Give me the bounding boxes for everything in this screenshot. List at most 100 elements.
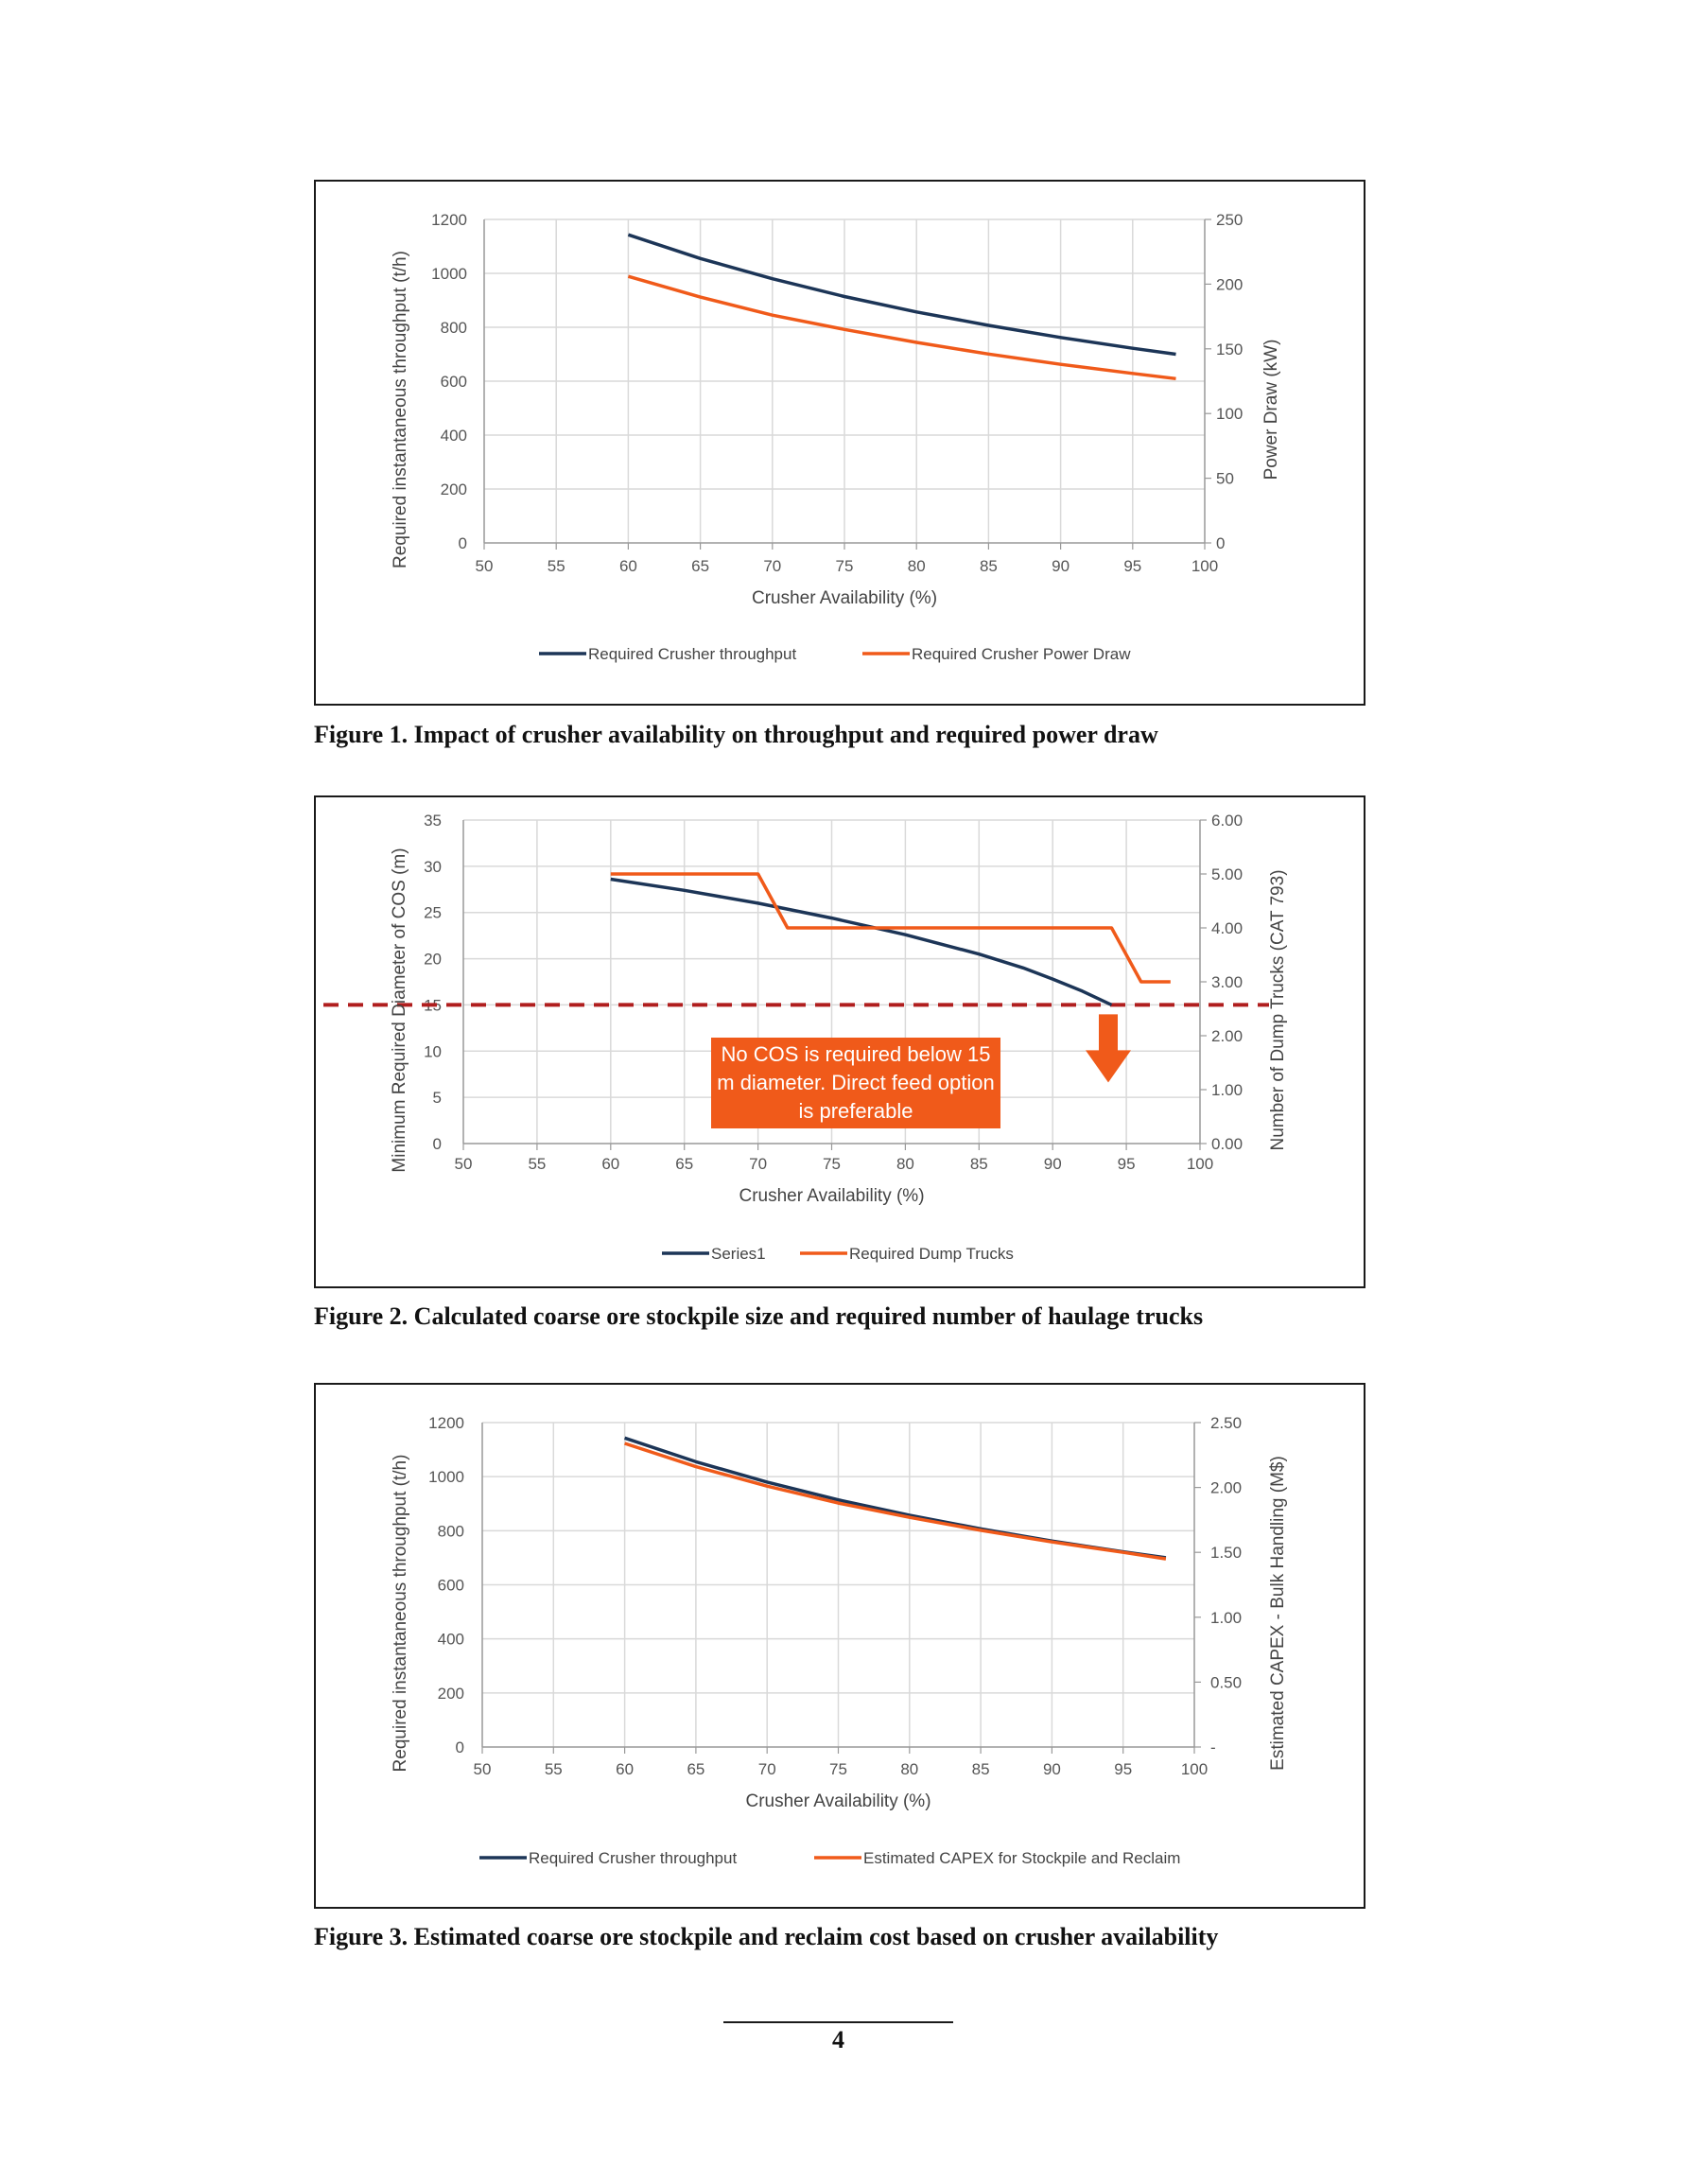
x-tick-label: 50	[474, 1760, 492, 1778]
x-tick-label: 100	[1191, 557, 1218, 575]
x-tick-label: 95	[1118, 1155, 1136, 1173]
y-tick-label: 800	[441, 319, 467, 337]
x-tick-label: 90	[1044, 1155, 1062, 1173]
y2-tick-label: -	[1210, 1738, 1216, 1756]
x-tick-label: 75	[823, 1155, 841, 1173]
figure-1-caption: Figure 1. Impact of crusher availability…	[314, 721, 1158, 748]
x-tick-label: 65	[675, 1155, 693, 1173]
y-axis-title: Required instantaneous throughput (t/h)	[391, 251, 410, 568]
y2-axis-title: Power Draw (kW)	[1261, 340, 1281, 480]
y-tick-label: 400	[441, 427, 467, 445]
x-tick-label: 100	[1187, 1155, 1213, 1173]
x-tick-label: 90	[1043, 1760, 1061, 1778]
y2-axis-title: Number of Dump Trucks (CAT 793)	[1268, 869, 1288, 1150]
x-tick-label: 85	[970, 1155, 988, 1173]
legend-label-2: Estimated CAPEX for Stockpile and Reclai…	[863, 1849, 1180, 1867]
chart-2-frame: 051015202530350.001.002.003.004.005.006.…	[314, 795, 1365, 1288]
series-line-1	[610, 877, 1113, 1006]
annotation-box: No COS is required below 15 m diameter. …	[711, 1038, 1000, 1128]
x-axis-title: Crusher Availability (%)	[745, 1791, 930, 1811]
y2-tick-label: 150	[1216, 341, 1243, 358]
x-tick-label: 75	[836, 557, 854, 575]
y2-tick-label: 0.00	[1211, 1135, 1243, 1153]
x-tick-label: 55	[545, 1760, 563, 1778]
series-line-2	[610, 872, 1171, 984]
series-line-1	[627, 233, 1176, 357]
figure-3-caption: Figure 3. Estimated coarse ore stockpile…	[314, 1923, 1219, 1950]
y-tick-label: 600	[441, 373, 467, 391]
y-tick-label: 20	[424, 951, 442, 969]
y2-tick-label: 3.00	[1211, 973, 1243, 991]
x-tick-label: 50	[476, 557, 494, 575]
x-tick-label: 80	[900, 1760, 918, 1778]
x-tick-label: 55	[528, 1155, 546, 1173]
y2-tick-label: 50	[1216, 470, 1234, 488]
x-tick-label: 55	[548, 557, 565, 575]
y-tick-label: 200	[441, 480, 467, 498]
x-tick-label: 70	[763, 557, 781, 575]
x-tick-label: 75	[829, 1760, 847, 1778]
y-tick-label: 35	[424, 812, 442, 830]
y2-tick-label: 2.50	[1210, 1414, 1242, 1432]
x-tick-label: 60	[601, 1155, 619, 1173]
y-tick-label: 1000	[428, 1468, 464, 1486]
y-tick-label: 1000	[431, 265, 467, 283]
y-tick-label: 1200	[431, 211, 467, 229]
y-tick-label: 5	[433, 1089, 442, 1107]
series-line-2	[624, 1441, 1167, 1561]
y2-tick-label: 2.00	[1211, 1027, 1243, 1045]
chart-1-frame: 0 200 400 600 800 1000 1200 0 50 100 150 200 250 50 55…	[314, 180, 1365, 706]
x-tick-label: 85	[972, 1760, 990, 1778]
y-tick-label: 0	[433, 1135, 442, 1153]
y2-tick-label: 1.00	[1210, 1609, 1242, 1627]
series-line-2	[627, 274, 1176, 381]
y-tick-label: 0	[459, 534, 467, 552]
page-number-rule	[723, 2021, 953, 2023]
y2-tick-label: 200	[1216, 275, 1243, 293]
y-tick-label: 0	[456, 1738, 464, 1756]
y2-tick-label: 0.50	[1210, 1673, 1242, 1691]
y2-tick-label: 1.00	[1211, 1081, 1243, 1099]
y2-tick-label: 1.50	[1210, 1544, 1242, 1562]
legend-label-1: Required Crusher throughput	[588, 645, 796, 663]
series-line-1	[624, 1436, 1167, 1560]
y-tick-label: 600	[438, 1577, 464, 1595]
y2-tick-label: 4.00	[1211, 919, 1243, 937]
y2-tick-label: 6.00	[1211, 812, 1243, 830]
chart-3: 0 200 400 600 800 1000 1200 - 0.50 1.00 1.50 2.00 2.…	[391, 1414, 1288, 1867]
annotation-text: No COS is required below 15 m diameter. …	[717, 1042, 995, 1123]
y-tick-label: 800	[438, 1522, 464, 1540]
down-arrow-icon	[1086, 1014, 1131, 1083]
x-tick-label: 90	[1052, 557, 1070, 575]
legend-label-2: Required Crusher Power Draw	[912, 645, 1131, 663]
y-tick-label: 1200	[428, 1414, 464, 1432]
figure-2-caption: Figure 2. Calculated coarse ore stockpil…	[314, 1302, 1204, 1330]
legend-label-2: Required Dump Trucks	[849, 1245, 1014, 1263]
legend-label-1: Series1	[711, 1245, 766, 1263]
x-tick-label: 80	[908, 557, 926, 575]
x-tick-label: 80	[896, 1155, 914, 1173]
legend-label-1: Required Crusher throughput	[529, 1849, 737, 1867]
y2-tick-label: 0	[1216, 534, 1225, 552]
y2-axis-title: Estimated CAPEX - Bulk Handling (M$)	[1268, 1456, 1288, 1771]
x-tick-label: 65	[691, 557, 709, 575]
x-tick-label: 70	[749, 1155, 767, 1173]
x-tick-label: 100	[1181, 1760, 1208, 1778]
y-tick-label: 25	[424, 904, 442, 922]
y-tick-label: 10	[424, 1042, 442, 1060]
y2-tick-label: 5.00	[1211, 865, 1243, 883]
y-axis-title: Minimum Required Diameter of COS (m)	[390, 847, 409, 1172]
x-tick-label: 95	[1114, 1760, 1132, 1778]
chart-1: 0 200 400 600 800 1000 1200 0 50 100 150 200 250 50 55…	[391, 211, 1281, 663]
x-tick-label: 70	[758, 1760, 776, 1778]
x-tick-label: 60	[616, 1760, 634, 1778]
x-tick-label: 60	[619, 557, 637, 575]
x-tick-label: 50	[455, 1155, 473, 1173]
x-tick-label: 65	[687, 1760, 704, 1778]
x-axis-title: Crusher Availability (%)	[739, 1186, 924, 1206]
x-tick-label: 95	[1123, 557, 1141, 575]
y2-tick-label: 250	[1216, 211, 1243, 229]
y-tick-label: 200	[438, 1685, 464, 1703]
chart-3-frame: 0 200 400 600 800 1000 1200 - 0.50 1.00 1.50 2.00 2.…	[314, 1383, 1365, 1909]
y2-tick-label: 2.00	[1210, 1479, 1242, 1497]
